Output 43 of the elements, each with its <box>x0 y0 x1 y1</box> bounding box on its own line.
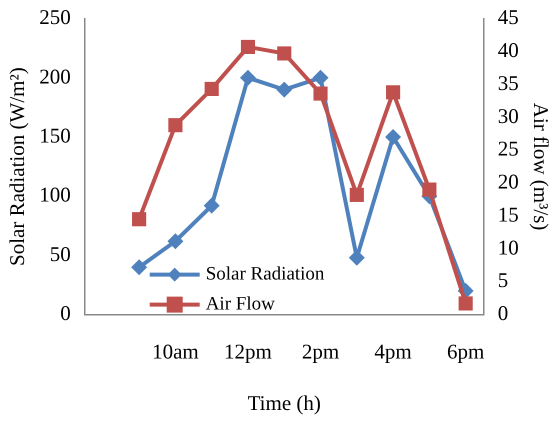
x-tick-label: 12pm <box>224 340 272 364</box>
y2-tick-label: 0 <box>498 301 508 326</box>
x-tick-label: 4pm <box>374 340 412 364</box>
y2-tick-label: 15 <box>498 202 519 226</box>
point <box>386 85 400 100</box>
y2-tick-label: 35 <box>498 70 519 95</box>
y-tick-label: 100 <box>39 182 71 207</box>
y-tick-label: 250 <box>39 5 71 30</box>
point <box>312 70 329 86</box>
point <box>240 40 256 54</box>
point <box>350 188 364 202</box>
y-tick-label: 50 <box>50 242 71 266</box>
legend-label: Air Flow <box>206 294 276 315</box>
point <box>422 182 436 197</box>
y-axis-title: Solar Radiation (W/m²) <box>5 67 30 266</box>
point <box>131 259 148 276</box>
y2-tick-label: 5 <box>498 268 508 292</box>
y2-tick-label: 10 <box>498 235 519 260</box>
point <box>276 82 292 98</box>
y-tick-label: 150 <box>39 124 71 148</box>
x-tick-label: 6pm <box>446 340 484 364</box>
y-tick-label: 0 <box>60 301 71 326</box>
point <box>167 233 184 250</box>
y2-axis-title: Air flow (m³/s) <box>528 102 553 230</box>
point <box>313 86 328 101</box>
point <box>204 82 219 96</box>
y-tick-label: 200 <box>39 64 71 88</box>
point <box>277 46 292 61</box>
point <box>240 70 256 86</box>
point <box>385 129 402 145</box>
legend-label: Solar Radiation <box>206 264 325 285</box>
y2-tick-label: 40 <box>498 38 519 62</box>
y2-tick-label: 45 <box>498 5 519 30</box>
y2-tick-label: 25 <box>498 136 519 161</box>
x-axis-title: Time (h) <box>248 390 321 415</box>
y2-tick-label: 30 <box>498 104 519 128</box>
x-tick-label: 2pm <box>302 340 340 364</box>
point <box>168 118 182 132</box>
y2-tick-label: 20 <box>498 170 519 194</box>
x-tick-label: 10am <box>152 340 199 364</box>
point <box>204 198 220 214</box>
point <box>132 212 146 226</box>
point <box>458 296 473 310</box>
